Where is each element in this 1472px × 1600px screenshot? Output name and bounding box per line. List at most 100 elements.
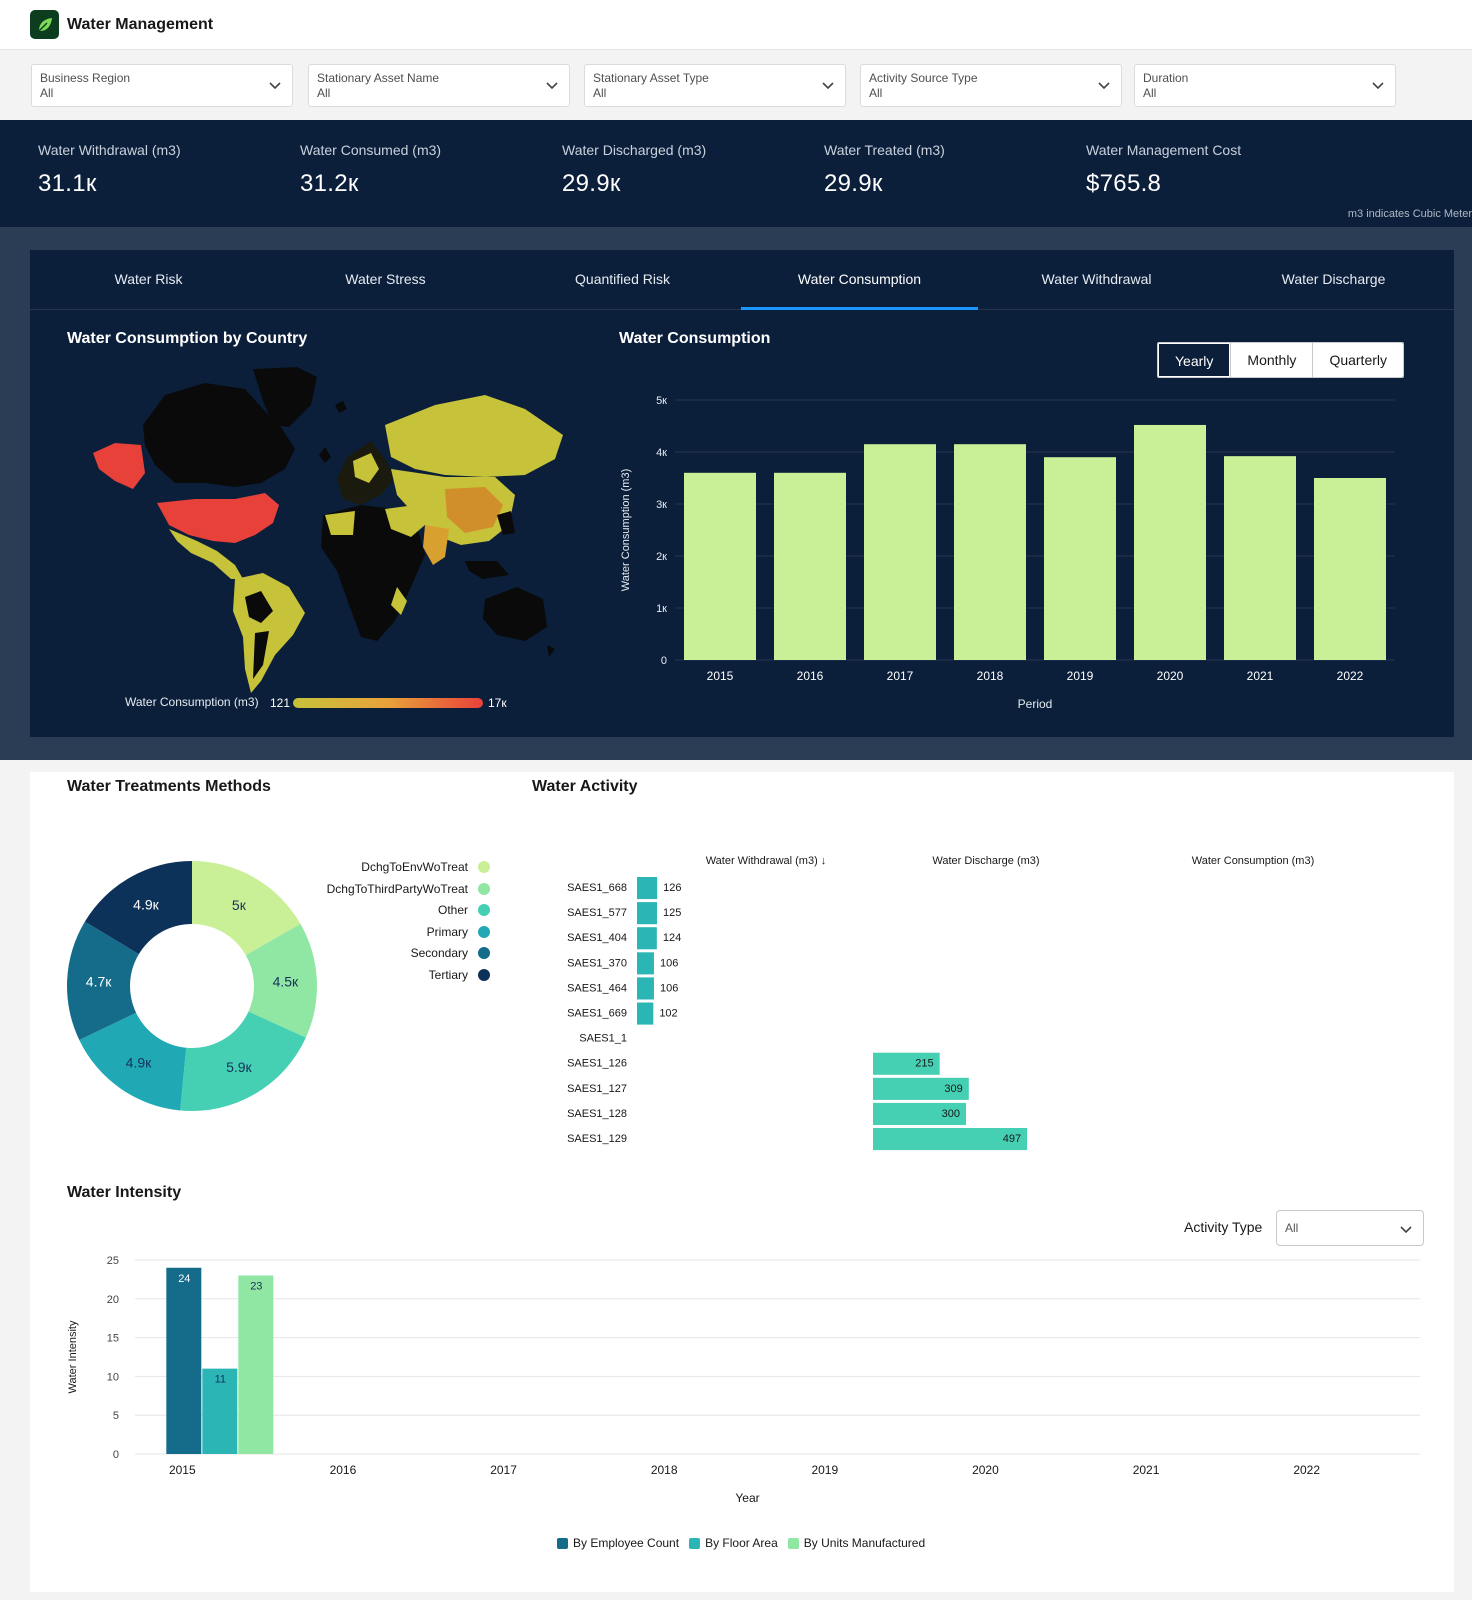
activity-column-header[interactable]: Water Consumption (m3) bbox=[1192, 855, 1314, 867]
donut-slice[interactable] bbox=[84, 861, 192, 955]
activity-bar[interactable] bbox=[873, 1128, 1028, 1151]
activity-bar[interactable] bbox=[637, 952, 654, 975]
activity-row-label: SAES1_669 bbox=[567, 1008, 627, 1020]
legend-item[interactable]: DchgToEnvWoTreat bbox=[361, 860, 490, 874]
filter-value: All bbox=[869, 86, 883, 100]
activity-bar-label: 497 bbox=[1003, 1133, 1021, 1145]
donut-slice[interactable] bbox=[180, 1011, 306, 1111]
consumption-bar[interactable] bbox=[954, 444, 1026, 660]
activity-row-label: SAES1_404 bbox=[567, 932, 627, 944]
legend-dot bbox=[478, 947, 490, 959]
intensity-bar[interactable] bbox=[202, 1368, 238, 1454]
consumption-bar[interactable] bbox=[1314, 478, 1386, 660]
analysis-panel: Water Risk Water Stress Quantified Risk … bbox=[30, 250, 1454, 737]
intensity-bar[interactable] bbox=[166, 1267, 202, 1454]
activity-column-header[interactable]: Water Withdrawal (m3) ↓ bbox=[706, 855, 827, 867]
activity-bar[interactable] bbox=[637, 877, 658, 900]
consumption-title: Water Consumption bbox=[619, 330, 771, 347]
map-region-china bbox=[445, 487, 503, 533]
x-axis-title: Period bbox=[1018, 697, 1053, 711]
kpi-unit-note: m3 indicates Cubic Meter bbox=[1347, 208, 1472, 220]
x-tick-label: 2020 bbox=[972, 1463, 999, 1477]
legend-item[interactable]: Tertiary bbox=[429, 968, 490, 982]
legend-label-floor-area: By Floor Area bbox=[705, 1536, 778, 1550]
y-tick-label: 5 bbox=[113, 1410, 119, 1422]
y-tick-label: 2к bbox=[656, 551, 667, 563]
tab-quantified-risk[interactable]: Quantified Risk bbox=[575, 271, 670, 287]
legend-swatch-floor-area bbox=[689, 1537, 701, 1549]
donut-slice[interactable] bbox=[67, 921, 139, 1040]
legend-item[interactable]: Other bbox=[438, 903, 490, 917]
kpi-label: Water Consumed (m3) bbox=[300, 142, 442, 158]
consumption-bar[interactable] bbox=[864, 444, 936, 660]
consumption-bar[interactable] bbox=[1134, 424, 1206, 660]
legend-dot bbox=[478, 968, 490, 981]
kpi-value: $765.8 bbox=[1086, 170, 1162, 197]
intensity-bar-label: 24 bbox=[178, 1273, 190, 1285]
map-legend-min: 121 bbox=[270, 696, 291, 710]
map-region-greenland bbox=[253, 367, 317, 427]
donut-slice-label: 5к bbox=[232, 897, 247, 913]
consumption-bar[interactable] bbox=[774, 472, 846, 660]
world-map[interactable] bbox=[85, 365, 565, 695]
activity-row-label: SAES1_464 bbox=[567, 982, 627, 994]
activity-source-type-filter[interactable]: Activity Source Type All bbox=[860, 64, 1122, 107]
donut-slice-label: 4.7к bbox=[86, 974, 112, 990]
activity-bar-label: 102 bbox=[659, 1008, 677, 1020]
kpi-water-withdrawal: Water Withdrawal (m3) 31.1к bbox=[38, 142, 181, 198]
filter-value: All bbox=[593, 86, 607, 100]
kpi-label: Water Management Cost bbox=[1086, 142, 1242, 158]
activity-bar[interactable] bbox=[637, 1002, 654, 1025]
donut-slice[interactable] bbox=[192, 861, 301, 956]
tab-water-consumption[interactable]: Water Consumption bbox=[741, 250, 978, 310]
tab-water-risk[interactable]: Water Risk bbox=[114, 271, 183, 287]
monthly-button[interactable]: Monthly bbox=[1230, 343, 1313, 377]
consumption-bar[interactable] bbox=[684, 472, 756, 660]
donut-slice-label: 5.9к bbox=[226, 1059, 252, 1075]
activity-bar[interactable] bbox=[637, 902, 657, 925]
intensity-bar[interactable] bbox=[238, 1275, 274, 1454]
quarterly-button[interactable]: Quarterly bbox=[1312, 343, 1404, 377]
activity-type-select[interactable]: All bbox=[1276, 1210, 1424, 1246]
stationary-asset-type-filter[interactable]: Stationary Asset Type All bbox=[584, 64, 846, 107]
yearly-button[interactable]: Yearly bbox=[1158, 343, 1231, 377]
activity-row-label: SAES1_1 bbox=[579, 1033, 627, 1045]
treatments-donut-chart: 5к 4.5к 5.9к 4.9к 4.7к 4.9к bbox=[67, 861, 317, 1111]
legend-item[interactable]: Secondary bbox=[411, 946, 490, 960]
donut-slice[interactable] bbox=[245, 923, 317, 1038]
legend-item[interactable]: Primary bbox=[427, 925, 490, 939]
tab-water-discharge[interactable]: Water Discharge bbox=[1281, 271, 1386, 287]
kpi-band: Water Withdrawal (m3) 31.1к Water Consum… bbox=[0, 120, 1472, 227]
x-tick-label: 2021 bbox=[1133, 1463, 1160, 1477]
y-tick-label: 5к bbox=[656, 395, 667, 407]
tab-water-stress[interactable]: Water Stress bbox=[345, 271, 426, 287]
activity-bar[interactable] bbox=[873, 1077, 969, 1100]
x-tick-label: 2017 bbox=[887, 669, 914, 683]
activity-row-label: SAES1_370 bbox=[567, 957, 627, 969]
activity-bar[interactable] bbox=[873, 1052, 940, 1075]
dark-section: Water Risk Water Stress Quantified Risk … bbox=[0, 227, 1472, 760]
filter-bar: Business Region All Stationary Asset Nam… bbox=[0, 50, 1472, 120]
x-tick-label: 2018 bbox=[977, 669, 1004, 683]
donut-slice-label: 4.5к bbox=[273, 974, 299, 990]
donut-slice[interactable] bbox=[79, 1012, 187, 1111]
legend-item[interactable]: DchgToThirdPartyWoTreat bbox=[327, 882, 490, 896]
activity-bar[interactable] bbox=[873, 1102, 966, 1125]
legend-label: Tertiary bbox=[428, 967, 468, 982]
tab-water-withdrawal[interactable]: Water Withdrawal bbox=[1041, 271, 1152, 287]
activity-bar[interactable] bbox=[637, 977, 654, 1000]
activity-row-label: SAES1_128 bbox=[567, 1108, 627, 1120]
legend-swatch-employee bbox=[557, 1537, 568, 1549]
consumption-bar[interactable] bbox=[1224, 456, 1296, 660]
legend-label: DchgToEnvWoTreat bbox=[361, 860, 468, 874]
activity-bar-label: 215 bbox=[915, 1058, 933, 1070]
legend-label: DchgToThirdPartyWoTreat bbox=[326, 881, 468, 896]
stationary-asset-name-filter[interactable]: Stationary Asset Name All bbox=[308, 64, 570, 107]
activity-column-header[interactable]: Water Discharge (m3) bbox=[932, 855, 1039, 867]
x-tick-label: 2022 bbox=[1293, 1463, 1320, 1477]
filter-label: Stationary Asset Name bbox=[317, 71, 440, 85]
consumption-bar[interactable] bbox=[1044, 457, 1116, 660]
business-region-filter[interactable]: Business Region All bbox=[31, 64, 293, 107]
duration-filter[interactable]: Duration All bbox=[1134, 64, 1396, 107]
activity-bar[interactable] bbox=[637, 927, 657, 950]
